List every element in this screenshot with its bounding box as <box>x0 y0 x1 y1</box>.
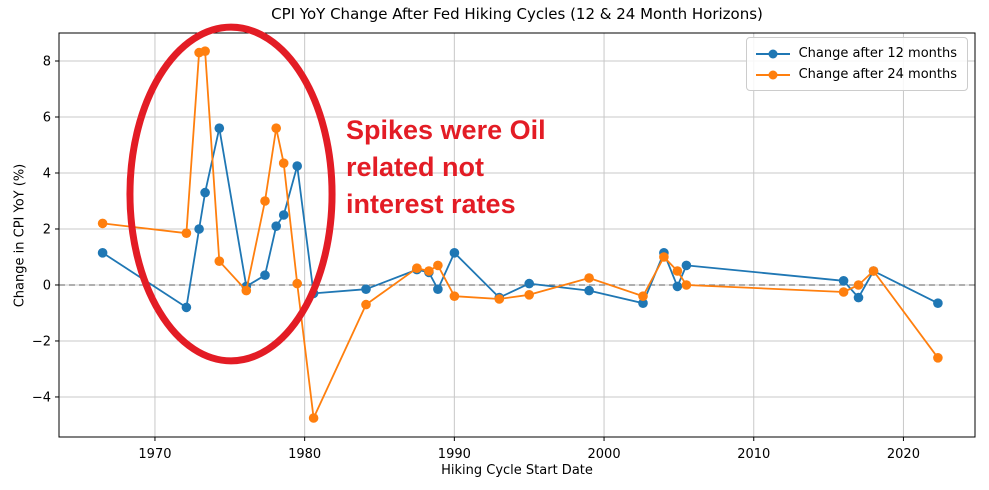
legend-label: Change after 12 months <box>798 46 957 61</box>
legend-label: Change after 24 months <box>798 67 957 82</box>
annotation-text: Spikes were Oil related not interest rat… <box>346 115 546 219</box>
x-tick-label: 1970 <box>138 447 171 462</box>
legend-line-marker-icon <box>755 49 790 58</box>
data-point-24mo <box>433 260 443 271</box>
data-point-24mo <box>308 413 319 423</box>
x-tick-label: 2000 <box>588 447 621 462</box>
data-point-12mo <box>524 278 534 289</box>
x-tick-label: 1990 <box>438 447 471 462</box>
chart-title: CPI YoY Change After Fed Hiking Cycles (… <box>271 5 763 23</box>
x-tick-label: 2020 <box>887 447 920 462</box>
data-point-12mo <box>214 123 225 133</box>
data-point-24mo <box>424 266 434 276</box>
data-point-24mo <box>449 291 460 302</box>
data-point-24mo <box>214 256 225 267</box>
data-point-24mo <box>681 280 692 290</box>
data-point-12mo <box>838 276 849 286</box>
y-tick-label: 6 <box>43 110 51 125</box>
data-point-12mo <box>97 248 108 258</box>
data-point-24mo <box>412 263 422 274</box>
legend-marker <box>768 49 778 58</box>
y-tick-label: 2 <box>43 222 51 237</box>
data-point-12mo <box>271 221 282 231</box>
data-point-24mo <box>271 123 282 133</box>
data-point-12mo <box>681 260 692 271</box>
data-point-24mo <box>181 228 192 238</box>
data-point-12mo <box>194 224 204 234</box>
data-point-12mo <box>181 302 192 313</box>
y-tick-label: 4 <box>43 166 51 181</box>
data-point-24mo <box>278 158 289 168</box>
legend-item-12mo: Change after 12 months <box>755 43 957 64</box>
y-tick-label: 8 <box>43 54 51 69</box>
data-point-24mo <box>260 196 270 206</box>
data-point-12mo <box>449 248 460 258</box>
data-point-12mo <box>672 281 683 292</box>
data-point-12mo <box>292 161 303 171</box>
y-tick-label: 0 <box>43 278 51 293</box>
data-point-12mo <box>853 292 864 303</box>
legend-marker <box>768 70 778 79</box>
data-point-24mo <box>241 285 252 296</box>
data-point-12mo <box>584 285 594 296</box>
legend: Change after 12 months Change after 24 mo… <box>745 37 968 91</box>
data-point-24mo <box>672 266 683 276</box>
data-point-24mo <box>838 287 849 297</box>
y-tick-label: −4 <box>32 390 51 405</box>
data-point-12mo <box>361 284 371 295</box>
data-point-24mo <box>638 291 648 302</box>
annotation-ellipse <box>126 23 336 365</box>
x-axis-label: Hiking Cycle Start Date <box>441 463 593 478</box>
data-point-12mo <box>433 284 443 295</box>
data-point-12mo <box>278 210 289 220</box>
legend-item-24mo: Change after 24 months <box>755 64 957 85</box>
data-point-24mo <box>584 273 594 283</box>
plot-border <box>58 32 976 438</box>
data-point-24mo <box>200 46 210 56</box>
data-point-24mo <box>933 353 943 363</box>
data-point-12mo <box>200 187 210 198</box>
data-point-12mo <box>260 270 270 281</box>
data-point-24mo <box>868 266 879 276</box>
data-point-24mo <box>361 299 371 310</box>
legend-line-marker-icon <box>755 70 790 79</box>
data-point-24mo <box>659 252 669 262</box>
y-axis-label: Change in CPI YoY (%) <box>12 163 28 308</box>
x-tick-label: 1980 <box>288 447 321 462</box>
x-tick-label: 2010 <box>737 447 770 462</box>
data-point-12mo <box>933 298 943 309</box>
y-tick-label: −2 <box>32 334 51 349</box>
data-point-24mo <box>292 278 303 289</box>
data-point-24mo <box>524 290 534 300</box>
data-point-24mo <box>494 294 505 304</box>
data-point-24mo <box>97 218 108 229</box>
data-point-12mo <box>638 298 648 309</box>
data-point-24mo <box>853 280 864 290</box>
